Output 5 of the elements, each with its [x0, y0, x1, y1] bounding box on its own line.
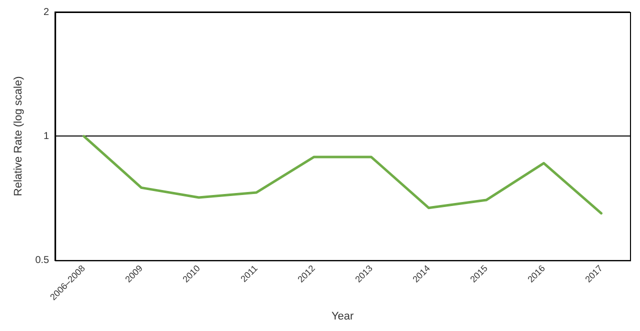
y-tick-label: 0.5: [35, 255, 50, 266]
x-axis-title: Year: [331, 310, 354, 322]
y-tick-label: 2: [44, 6, 50, 18]
y-axis-title: Relative Rate (log scale): [12, 76, 25, 196]
y-tick-label: 1: [44, 130, 50, 142]
